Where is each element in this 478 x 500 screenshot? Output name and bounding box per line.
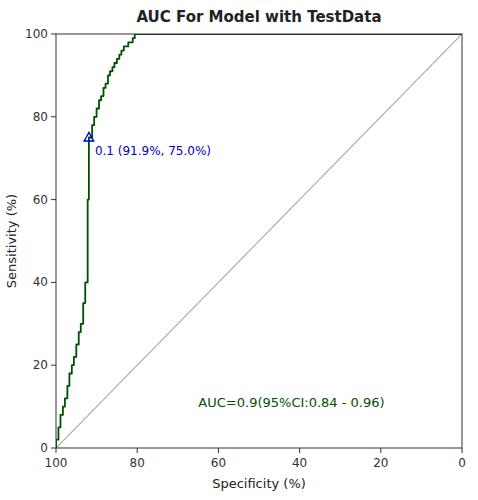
chart: 100 80 60 40 20 0 0 20 40 60 80 100 AUC For Model wi… (0, 0, 478, 500)
y-tick-label: 40 (33, 275, 48, 289)
x-tick-label: 80 (130, 456, 145, 470)
y-tick (51, 34, 56, 35)
plot-frame (56, 34, 462, 448)
y-tick-label: 20 (33, 358, 48, 372)
x-tick-label: 60 (211, 456, 226, 470)
x-tick (218, 448, 219, 453)
y-tick-label: 100 (25, 27, 48, 41)
y-tick (51, 365, 56, 366)
x-tick (56, 448, 57, 453)
x-tick (137, 448, 138, 453)
plot-marks (56, 34, 462, 448)
y-tick-label: 60 (33, 193, 48, 207)
y-tick (51, 448, 56, 449)
plot-background (56, 34, 462, 448)
x-tick (380, 448, 381, 453)
annotation: 0.1 (91.9%, 75.0%) (95, 144, 211, 158)
x-axis-label: Specificity (%) (212, 476, 306, 491)
line (56, 34, 462, 448)
x-tick-label: 0 (458, 456, 466, 470)
y-tick-label: 80 (33, 110, 48, 124)
annotation: AUC=0.9(95%CI:0.84 - 0.96) (198, 395, 384, 410)
y-tick-label: 0 (40, 441, 48, 455)
x-tick-label: 20 (373, 456, 388, 470)
line (56, 34, 462, 448)
point (84, 133, 94, 142)
x-tick-label: 100 (45, 456, 68, 470)
y-tick (51, 199, 56, 200)
y-tick (51, 282, 56, 283)
x-tick (299, 448, 300, 453)
x-tick-label: 40 (292, 456, 307, 470)
y-axis-label: Sensitivity (%) (4, 194, 19, 288)
x-tick (462, 448, 463, 453)
y-tick (51, 116, 56, 117)
title: AUC For Model with TestData (136, 8, 381, 26)
